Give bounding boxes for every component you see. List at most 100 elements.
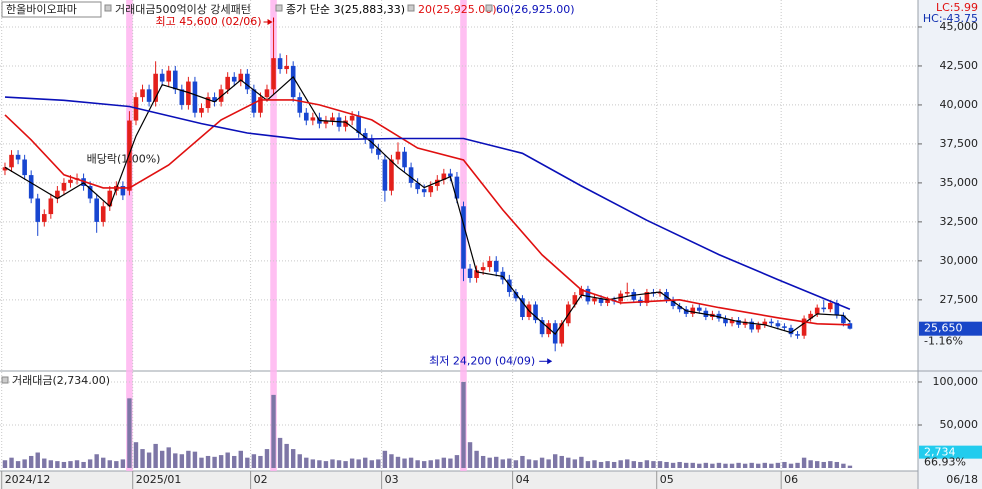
candle-body (238, 73, 244, 82)
candle-body (644, 292, 650, 303)
title-box (1, 1, 102, 18)
volume-bar (290, 449, 296, 468)
volume-bar (74, 460, 80, 468)
volume-bar (448, 458, 453, 468)
candle-body (271, 58, 276, 90)
volume-bar (795, 462, 800, 468)
legend-icon (104, 4, 112, 12)
candle-body (159, 73, 165, 82)
volume-ratio: 66.93% (924, 456, 966, 469)
volume-bar (749, 462, 754, 468)
volume-bar (651, 461, 656, 468)
candle-body (480, 267, 486, 271)
volume-bar (271, 394, 276, 468)
volume-bar (598, 461, 604, 468)
candle-body (631, 292, 637, 300)
plot-background (0, 0, 918, 471)
candle-body (474, 270, 479, 279)
volume-bar (94, 454, 99, 468)
candle-body (788, 327, 794, 335)
candle-body (579, 288, 584, 296)
x-tick-label: 2024/12 (5, 473, 51, 486)
x-axis-background (0, 471, 918, 489)
candle-body (847, 323, 853, 329)
volume-bar (500, 459, 505, 468)
candle-body (428, 186, 434, 193)
candle-body (395, 151, 401, 160)
volume-bar (625, 459, 630, 468)
volume-bar (2, 460, 8, 468)
candle-body (225, 76, 230, 90)
candle-body (696, 307, 702, 311)
volume-bar (258, 455, 263, 468)
candle-body (290, 65, 296, 98)
candle-body (127, 120, 132, 191)
volume-bar (618, 460, 623, 468)
main-layer: 최고 45,600 (02/06) 최저 24,200 (04/09) 배당락(1.… (2, 15, 853, 468)
signal-band (270, 0, 277, 471)
candle-body (212, 97, 217, 102)
volume-bar (657, 461, 663, 468)
candle-body (15, 154, 21, 160)
volume-bar (710, 463, 715, 468)
candle-body (559, 323, 565, 344)
candle-body (245, 73, 250, 90)
candle-body (487, 260, 492, 268)
volume-bar (330, 459, 335, 468)
candle-body (624, 292, 630, 294)
candle-body (343, 120, 348, 127)
volume-bar (487, 457, 492, 468)
volume-bar (55, 461, 60, 468)
volume-bar (395, 456, 401, 468)
volume-bar (61, 461, 67, 468)
volume-bar (756, 463, 761, 468)
candle-body (100, 206, 106, 222)
candle-body (683, 309, 689, 314)
candle-body (303, 112, 309, 121)
candle-body (166, 70, 172, 82)
volume-bar (592, 460, 597, 468)
volume-bar (376, 459, 381, 468)
volume-bar (638, 461, 643, 468)
volume-bar (297, 454, 302, 468)
candle-body (814, 307, 820, 314)
candle-body (48, 198, 54, 215)
volume-bar (363, 457, 368, 468)
ma-line (4, 99, 850, 326)
volume-bar (821, 461, 826, 468)
volume-bar (35, 452, 40, 468)
candle-body (94, 198, 99, 222)
candle-body (605, 299, 610, 303)
candle-body (35, 198, 41, 222)
candle-body (389, 159, 394, 191)
chart-title: 한올바이오파마 (6, 3, 77, 16)
volume-bar (828, 461, 833, 468)
volume-bar (841, 463, 846, 468)
volume-bar (520, 455, 525, 468)
candle-body (107, 190, 113, 207)
candle-body (153, 73, 158, 102)
candle-body (146, 89, 152, 102)
volume-bar (428, 460, 433, 468)
volume-bar (402, 458, 407, 468)
legend-label: 60(26,925.00) (496, 3, 575, 16)
annotation: 최고 45,600 (02/06) (156, 15, 262, 28)
candle-body (402, 151, 407, 168)
candle-body (513, 292, 519, 299)
candle-body (9, 154, 14, 168)
subtitle: 거래대금500억이상 강세패턴 (115, 3, 251, 16)
candle-body (664, 292, 669, 300)
volume-bar (389, 454, 394, 468)
candle-body (598, 298, 604, 303)
legend-icon (275, 4, 283, 12)
y-tick-label: 45,000 (940, 20, 979, 33)
candle-body (310, 117, 316, 121)
candle-body (657, 292, 663, 294)
volume-bar (284, 443, 289, 468)
volume-bar (173, 453, 178, 468)
candle-body (192, 81, 198, 113)
candle-body (716, 313, 722, 319)
ma-line (4, 96, 851, 310)
last-price-label: 25,650 (924, 322, 963, 335)
candle-body (376, 148, 381, 155)
